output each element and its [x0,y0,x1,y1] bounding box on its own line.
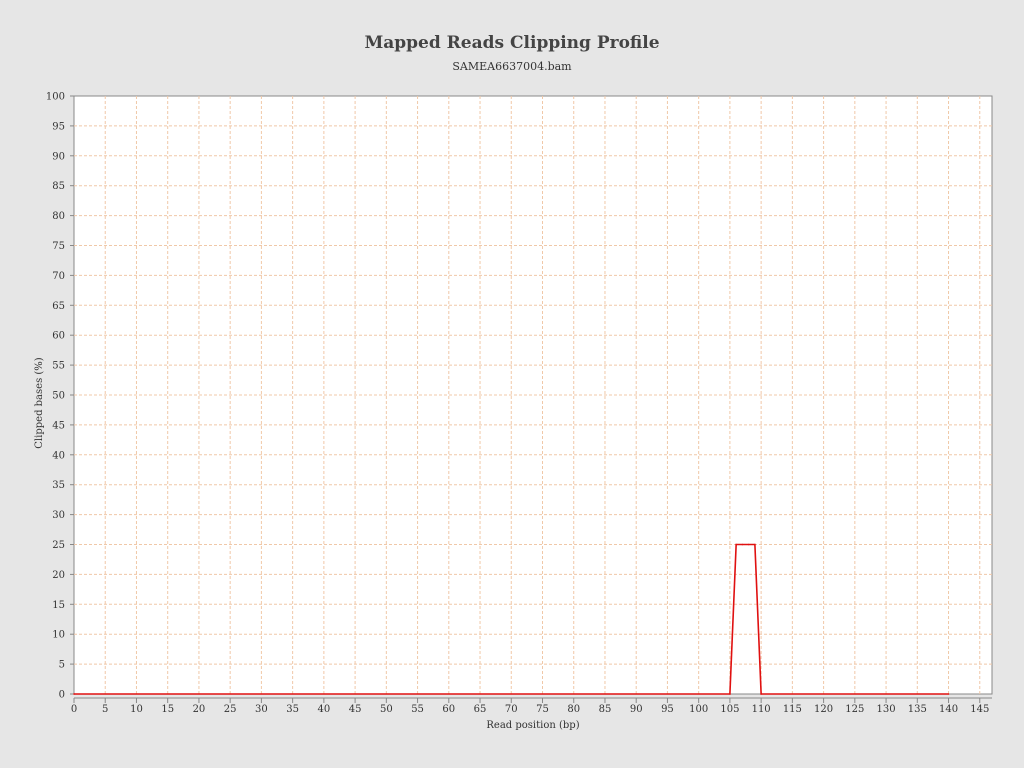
x-tick-label: 115 [783,704,802,715]
series-layer [73,543,950,695]
x-tick-label: 30 [255,704,268,715]
x-tick-label: 90 [630,704,643,715]
y-axis-label: Clipped bases (%) [34,357,45,448]
x-tick-label: 25 [224,704,237,715]
x-tick-label: 135 [908,704,927,715]
y-tick-label: 40 [52,450,65,461]
y-tick-label: 70 [52,271,65,282]
y-tick-label: 75 [52,241,65,252]
x-axis-label: Read position (bp) [486,720,579,731]
y-tick-label: 60 [52,331,65,342]
x-tick-label: 95 [661,704,674,715]
x-tick-label: 140 [939,704,958,715]
x-tick-label: 40 [317,704,330,715]
y-tick-label: 100 [46,92,65,103]
y-tick-label: 5 [59,660,65,671]
x-tick-label: 105 [720,704,739,715]
axes: 0510152025303540455055606570758085909510… [46,92,992,715]
y-tick-label: 0 [59,690,65,701]
x-tick-label: 5 [102,704,108,715]
x-tick-label: 65 [474,704,487,715]
data-point [741,543,744,546]
y-tick-label: 80 [52,211,65,222]
x-tick-label: 75 [536,704,549,715]
y-tick-label: 25 [52,540,65,551]
data-point [747,543,750,546]
y-tick-label: 50 [52,391,65,402]
chart-subtitle: SAMEA6637004.bam [452,60,572,73]
y-tick-label: 35 [52,480,65,491]
y-tick-label: 30 [52,510,65,521]
data-point [735,543,737,546]
grid-lines [74,96,992,694]
x-tick-label: 45 [349,704,362,715]
x-tick-label: 20 [193,704,206,715]
data-point [754,543,756,546]
x-tick-label: 130 [877,704,896,715]
y-tick-label: 65 [52,301,65,312]
x-tick-label: 80 [567,704,580,715]
y-tick-label: 85 [52,181,65,192]
data-point [729,693,731,695]
x-tick-label: 125 [845,704,864,715]
x-tick-label: 50 [380,704,393,715]
series-line [74,543,949,695]
y-tick-label: 95 [52,121,65,132]
x-tick-label: 120 [814,704,833,715]
y-tick-label: 15 [52,600,65,611]
x-tick-label: 10 [130,704,143,715]
y-tick-label: 90 [52,151,65,162]
y-tick-label: 10 [52,630,65,641]
x-tick-label: 0 [71,704,77,715]
y-tick-label: 45 [52,420,65,431]
x-tick-label: 85 [599,704,612,715]
x-tick-label: 110 [752,704,771,715]
y-tick-label: 55 [52,361,65,372]
x-tick-label: 35 [286,704,299,715]
data-point [760,693,762,695]
y-tick-label: 20 [52,570,65,581]
x-tick-label: 70 [505,704,518,715]
chart-title: Mapped Reads Clipping Profile [364,33,659,53]
x-tick-label: 15 [161,704,174,715]
x-tick-label: 55 [411,704,424,715]
x-tick-label: 100 [689,704,708,715]
data-point [73,693,75,695]
data-point [947,693,950,695]
x-tick-label: 60 [442,704,455,715]
x-tick-label: 145 [970,704,989,715]
